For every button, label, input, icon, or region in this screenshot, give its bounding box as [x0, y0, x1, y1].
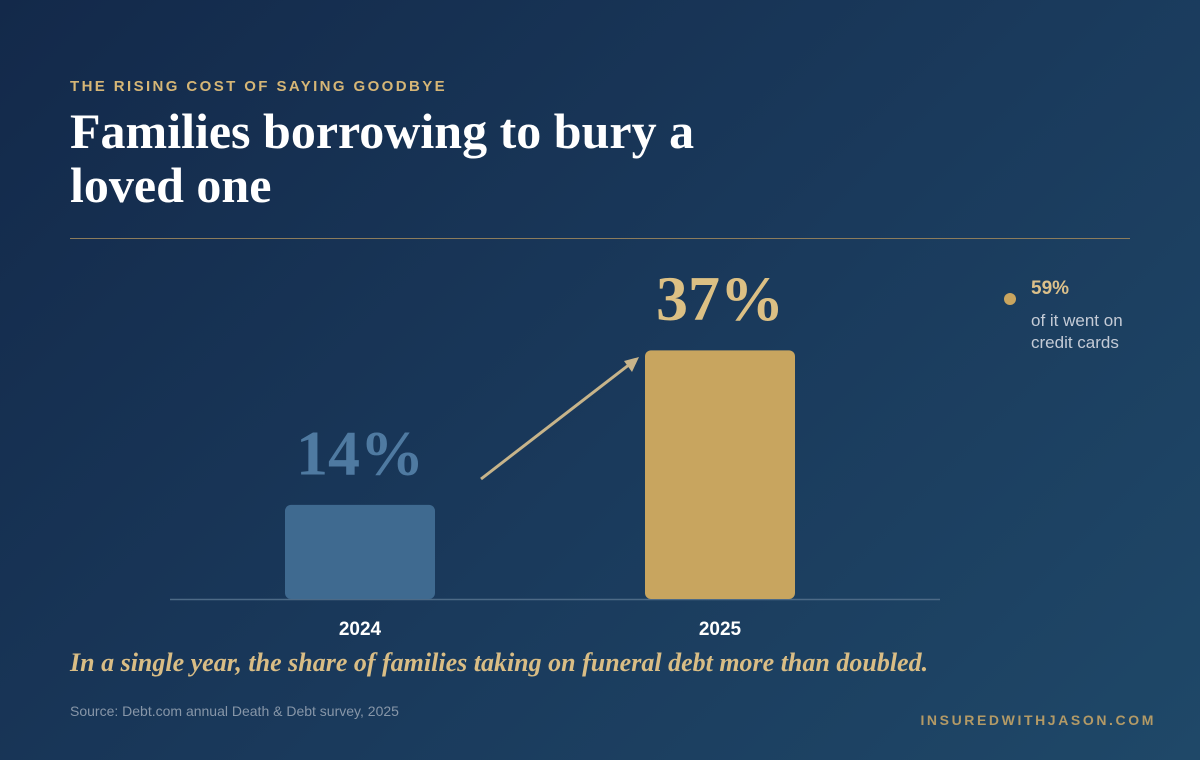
callout-text: of it went on credit cards	[1031, 311, 1123, 352]
value-label: 14%	[296, 418, 424, 489]
brand: INSUREDWITHJASON.COM	[920, 712, 1156, 728]
caption: In a single year, the share of families …	[70, 648, 929, 677]
bar	[285, 504, 435, 599]
value-label: 37%	[656, 263, 784, 334]
x-tick-label: 2024	[339, 619, 382, 640]
callout-dot	[1004, 293, 1016, 305]
eyebrow: THE RISING COST OF SAYING GOODBYE	[70, 78, 448, 95]
divider	[70, 238, 1130, 239]
bar	[645, 350, 795, 599]
source: Source: Debt.com annual Death & Debt sur…	[70, 703, 399, 719]
callout-value: 59%	[1031, 278, 1070, 299]
arrow-line	[480, 362, 631, 481]
arrow-head	[624, 357, 639, 372]
x-tick-label: 2025	[699, 619, 742, 640]
title: Families borrowing to bury a loved one	[70, 103, 695, 213]
